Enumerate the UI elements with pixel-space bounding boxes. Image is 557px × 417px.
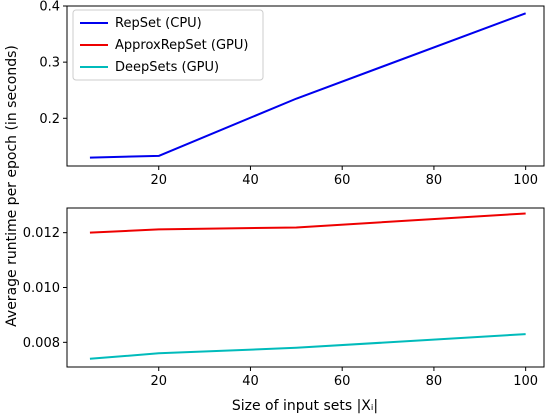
bottom-x-tick-label: 20 xyxy=(150,374,167,389)
bottom-x-tick-label: 40 xyxy=(242,374,259,389)
top-y-tick-label: 0.3 xyxy=(39,56,60,71)
top-x-tick-label: 100 xyxy=(513,173,538,188)
legend: RepSet (CPU) ApproxRepSet (GPU) DeepSets… xyxy=(72,9,264,81)
bottom-x-tick-label: 80 xyxy=(426,374,443,389)
legend-label-deepsets: DeepSets (GPU) xyxy=(115,60,219,75)
top-y-tick-label: 0.4 xyxy=(39,0,60,15)
legend-label-approxrepset: ApproxRepSet (GPU) xyxy=(115,38,248,53)
bottom-plot: 20 40 60 80 100 0.008 0.010 0.012 xyxy=(23,212,538,389)
top-plot: 20 40 60 80 100 0.2 0.3 0.4 xyxy=(39,0,538,188)
top-y-tick-label: 0.2 xyxy=(39,112,60,127)
bottom-y-tick-label: 0.012 xyxy=(23,226,60,241)
legend-label-repset: RepSet (CPU) xyxy=(115,16,202,31)
top-x-tick-label: 60 xyxy=(334,173,351,188)
bottom-y-tick-label: 0.008 xyxy=(23,336,60,351)
bottom-x-tick-label: 100 xyxy=(513,374,538,389)
bottom-axes-frame xyxy=(66,207,545,368)
bottom-y-tick-label: 0.010 xyxy=(23,281,60,296)
x-axis-label: Size of input sets |Xᵢ| xyxy=(232,398,378,414)
series-line-approxrepset-gpu xyxy=(89,212,526,234)
top-x-tick-label: 20 xyxy=(150,173,167,188)
top-x-tick-label: 40 xyxy=(242,173,259,188)
top-axes-frame xyxy=(66,5,545,167)
bottom-x-tick-label: 60 xyxy=(334,374,351,389)
top-x-tick-label: 80 xyxy=(426,173,443,188)
legend-box xyxy=(72,9,264,81)
y-axis-label: Average runtime per epoch (in seconds) xyxy=(4,45,20,327)
series-line-repset-cpu xyxy=(89,12,526,159)
series-line-deepsets-gpu xyxy=(89,333,526,360)
